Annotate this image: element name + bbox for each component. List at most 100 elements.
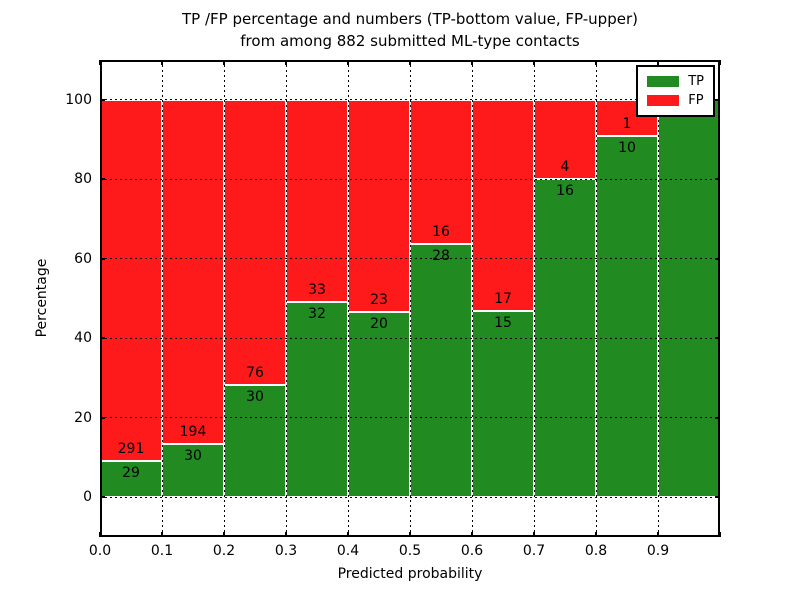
legend: TP FP — [636, 65, 715, 117]
x-tick-mark — [595, 532, 597, 537]
fp-count-label: 194 — [179, 424, 207, 440]
x-tick-label: 0.6 — [460, 543, 484, 559]
y-tick-mark — [715, 416, 720, 419]
bar-tp-segment — [162, 444, 224, 498]
y-tick-mark — [715, 496, 720, 499]
y-tick-label: 0 — [83, 489, 92, 506]
y-tick-mark — [100, 337, 105, 340]
vertical-gridline — [285, 60, 287, 537]
x-tick-label: 0.0 — [88, 543, 112, 559]
vertical-gridline — [409, 60, 411, 537]
vertical-gridline — [471, 60, 473, 537]
x-tick-mark — [347, 60, 349, 65]
legend-label-tp: TP — [688, 74, 704, 89]
x-tick-label: 0.5 — [398, 543, 422, 559]
bar-fp-segment — [348, 99, 410, 313]
fp-count-label: 291 — [117, 441, 145, 458]
bar-tp-segment — [472, 310, 534, 498]
y-axis-label: Percentage — [34, 258, 50, 338]
x-tick-label: 0.4 — [336, 543, 360, 559]
x-tick-mark — [347, 532, 349, 537]
chart-title-line1: TP /FP percentage and numbers (TP-bottom… — [182, 10, 638, 28]
vertical-gridline — [595, 60, 597, 537]
x-tick-label: 0.7 — [522, 543, 546, 559]
y-tick-mark — [100, 496, 105, 499]
horizontal-gridline — [100, 258, 720, 260]
x-tick-mark — [409, 60, 411, 65]
fp-count-label: 4 — [560, 159, 570, 176]
x-tick-mark — [471, 60, 473, 65]
bar-fp-segment — [162, 99, 224, 444]
horizontal-gridline — [100, 178, 720, 180]
y-tick-mark — [715, 257, 720, 260]
x-tick-label: 0.9 — [646, 543, 670, 559]
x-tick-mark — [99, 60, 101, 65]
fp-count-label: 1 — [622, 115, 632, 132]
plot-area: TP FP 291 29 194 30 76 30 33 32 23 20 16 28 17 15 4 16 1… — [99, 60, 721, 537]
horizontal-gridline — [100, 337, 720, 339]
tp-count-label: 32 — [308, 305, 326, 322]
tp-count-label: 30 — [246, 388, 264, 405]
bar-tp-segment — [286, 301, 348, 498]
x-tick-mark — [533, 60, 535, 65]
x-tick-mark — [285, 532, 287, 537]
x-axis-label: Predicted probability — [337, 566, 483, 582]
bar-tp-segment — [410, 244, 472, 498]
x-tick-mark — [99, 532, 101, 537]
bar-tp-segment — [658, 99, 720, 498]
x-tick-mark — [595, 60, 597, 65]
x-tick-mark — [285, 60, 287, 65]
x-tick-mark — [719, 532, 721, 537]
tp-count-label: 16 — [556, 183, 574, 200]
x-tick-mark — [471, 532, 473, 537]
horizontal-gridline — [100, 496, 720, 498]
bar-tp-segment — [348, 312, 410, 498]
y-tick-label: 20 — [74, 409, 92, 426]
x-tick-mark — [161, 532, 163, 537]
y-tick-mark — [100, 257, 105, 260]
bar-fp-segment — [410, 99, 472, 245]
y-tick-label: 60 — [74, 250, 92, 267]
vertical-gridline — [223, 60, 225, 537]
x-tick-mark — [719, 60, 721, 65]
bar-fp-segment — [286, 99, 348, 302]
x-tick-mark — [657, 532, 659, 537]
fp-count-label: 33 — [308, 281, 326, 298]
x-tick-label: 0.3 — [274, 543, 298, 559]
horizontal-gridline — [100, 417, 720, 419]
y-tick-mark — [715, 337, 720, 340]
x-tick-mark — [223, 532, 225, 537]
horizontal-gridline — [100, 99, 720, 101]
fp-count-label: 17 — [494, 290, 512, 307]
chart-title: TP /FP percentage and numbers (TP-bottom… — [100, 8, 720, 52]
tp-count-label: 10 — [618, 139, 636, 156]
x-tick-label: 0.2 — [212, 543, 236, 559]
y-tick-label: 100 — [65, 91, 92, 108]
x-tick-label: 0.1 — [150, 543, 174, 559]
legend-item-tp: TP — [647, 73, 704, 90]
y-tick-mark — [100, 178, 105, 181]
bar-fp-segment — [224, 99, 286, 385]
chart-title-line2: from among 882 submitted ML-type contact… — [240, 32, 580, 50]
x-tick-mark — [409, 532, 411, 537]
vertical-gridline — [161, 60, 163, 537]
vertical-gridline — [657, 60, 659, 537]
legend-item-fp: FP — [647, 92, 704, 109]
y-tick-mark — [715, 98, 720, 101]
x-tick-label: 0.8 — [584, 543, 608, 559]
fp-count-label: 76 — [246, 364, 264, 381]
x-tick-mark — [223, 60, 225, 65]
bar-fp-segment — [100, 99, 162, 462]
y-tick-mark — [100, 98, 105, 101]
bar-fp-segment — [472, 99, 534, 311]
x-tick-mark — [533, 532, 535, 537]
vertical-gridline — [533, 60, 535, 537]
tp-count-label: 15 — [494, 314, 512, 331]
tp-count-label: 20 — [370, 316, 388, 333]
x-tick-mark — [657, 60, 659, 65]
vertical-gridline — [347, 60, 349, 537]
x-tick-mark — [161, 60, 163, 65]
fp-legend-swatch — [647, 95, 680, 106]
fp-count-label: 23 — [370, 292, 388, 309]
y-tick-mark — [715, 178, 720, 181]
